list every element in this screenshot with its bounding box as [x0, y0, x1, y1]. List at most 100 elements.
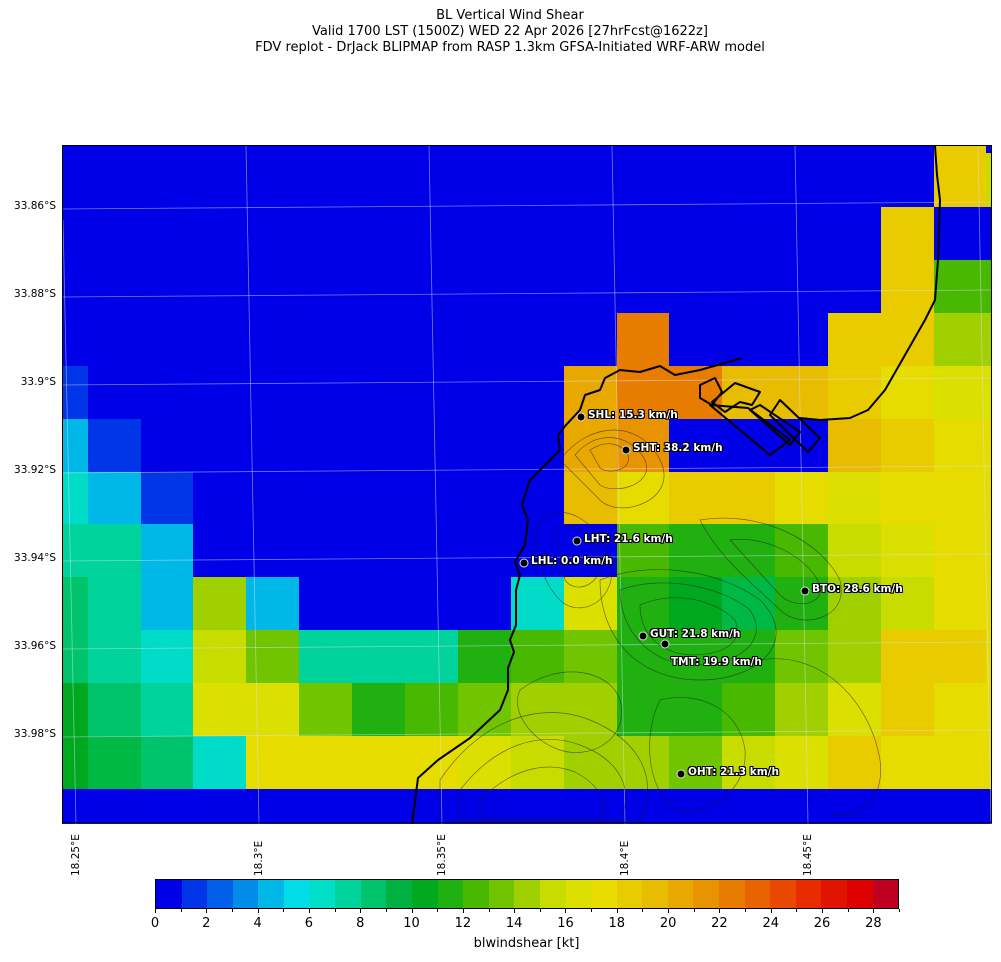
heatmap-cell	[669, 313, 722, 366]
heatmap-cell	[564, 472, 617, 524]
heatmap-cell	[352, 524, 405, 577]
heatmap-cell	[934, 146, 986, 153]
station-marker-oht[interactable]	[676, 769, 686, 779]
heatmap-cell	[881, 207, 934, 260]
colorbar-swatch	[514, 880, 540, 908]
heatmap-cell	[62, 153, 88, 207]
heatmap-cell	[511, 577, 564, 630]
heatmap-cell	[246, 313, 299, 366]
heatmap-cell	[722, 736, 775, 789]
colorbar-swatch	[309, 880, 336, 908]
heatmap-cell	[193, 153, 246, 207]
heatmap-cell	[669, 472, 722, 524]
heatmap-cell	[352, 260, 405, 313]
heatmap-cell	[193, 146, 246, 153]
colorbar-tick-label: 22	[711, 916, 728, 931]
heatmap-cell	[62, 207, 88, 260]
station-marker-lhl[interactable]	[519, 558, 529, 568]
heatmap-cell	[458, 146, 511, 153]
colorbar-tick	[488, 909, 490, 912]
colorbar-tick-label: 28	[865, 916, 882, 931]
colorbar-swatch	[437, 880, 464, 908]
station-label-bto: BTO: 28.6 km/h	[812, 583, 903, 595]
colorbar-tick	[411, 909, 413, 913]
heatmap-cell	[193, 366, 246, 419]
colorbar-tick	[668, 909, 670, 913]
heatmap-cell	[141, 577, 193, 630]
colorbar-tick	[899, 909, 900, 912]
colorbar-tick	[539, 909, 541, 912]
heatmap-cell	[299, 524, 352, 577]
heatmap-cell	[617, 313, 669, 366]
heatmap-cell	[934, 577, 986, 630]
wind-shear-map[interactable]	[62, 146, 992, 824]
heatmap-cell	[828, 366, 881, 419]
heatmap-cell	[405, 630, 458, 683]
heatmap-cell	[986, 524, 992, 577]
heatmap-cell	[934, 630, 986, 683]
heatmap-cell	[986, 313, 992, 366]
latitude-tick-label: 33.98°S	[14, 728, 56, 740]
heatmap-cell	[299, 153, 352, 207]
colorbar-tick	[565, 909, 567, 913]
colorbar-tick-label: 2	[202, 916, 211, 931]
heatmap-cell	[88, 419, 141, 472]
heatmap-cell	[511, 524, 564, 577]
heatmap-cell	[722, 524, 775, 577]
station-marker-sht[interactable]	[621, 445, 631, 455]
heatmap-cell	[405, 419, 458, 472]
latitude-tick-label: 33.96°S	[14, 640, 56, 652]
heatmap-cell	[722, 577, 775, 630]
longitude-tick-label: 18.25°E	[70, 834, 82, 876]
heatmap-cell	[669, 153, 722, 207]
colorbar-tick-label: 6	[304, 916, 314, 931]
heatmap-cell	[193, 736, 246, 789]
station-marker-lht[interactable]	[572, 536, 582, 546]
heatmap-cell	[141, 366, 193, 419]
colorbar-tick	[360, 909, 362, 913]
colorbar-swatch	[488, 880, 515, 908]
heatmap-cell	[617, 260, 669, 313]
heatmap-cell	[828, 683, 881, 736]
latitude-tick-label: 33.9°S	[20, 376, 56, 388]
heatmap-cell	[881, 419, 934, 472]
heatmap-cell	[299, 146, 352, 153]
colorbar-swatch	[847, 880, 873, 908]
heatmap-cell	[141, 207, 193, 260]
heatmap-cell	[617, 207, 669, 260]
station-marker-shl[interactable]	[576, 412, 586, 422]
heatmap-cell	[511, 260, 564, 313]
heatmap-cell	[934, 736, 986, 789]
heatmap-cell	[352, 419, 405, 472]
colorbar-swatch	[642, 880, 668, 908]
heatmap-cell	[88, 524, 141, 577]
colorbar-swatch	[693, 880, 720, 908]
heatmap-cell	[193, 260, 246, 313]
heatmap-cell	[458, 524, 511, 577]
colorbar-swatch	[795, 880, 822, 908]
station-marker-gut[interactable]	[638, 631, 648, 641]
heatmap-cell	[881, 577, 934, 630]
heatmap-cell	[934, 419, 986, 472]
colorbar-tick-label: 16	[557, 916, 574, 931]
colorbar-swatch	[463, 880, 489, 908]
heatmap-cell	[88, 683, 141, 736]
station-marker-bto[interactable]	[800, 586, 810, 596]
heatmap-cell	[881, 146, 934, 153]
station-label-tmt: TMT: 19.9 km/h	[671, 656, 762, 668]
heatmap-cell	[775, 736, 828, 789]
heatmap-cell	[722, 366, 775, 419]
heatmap-cell	[775, 472, 828, 524]
heatmap-cell	[775, 630, 828, 683]
heatmap-cell	[88, 313, 141, 366]
heatmap-cell	[62, 260, 88, 313]
heatmap-cell	[511, 472, 564, 524]
heatmap-cell	[62, 313, 88, 366]
heatmap-cell	[246, 366, 299, 419]
colorbar-tick	[206, 909, 208, 913]
station-marker-tmt[interactable]	[660, 639, 670, 649]
heatmap-cell	[141, 683, 193, 736]
heatmap-cell	[564, 577, 617, 630]
heatmap-cell	[986, 630, 992, 683]
heatmap-cell	[141, 630, 193, 683]
